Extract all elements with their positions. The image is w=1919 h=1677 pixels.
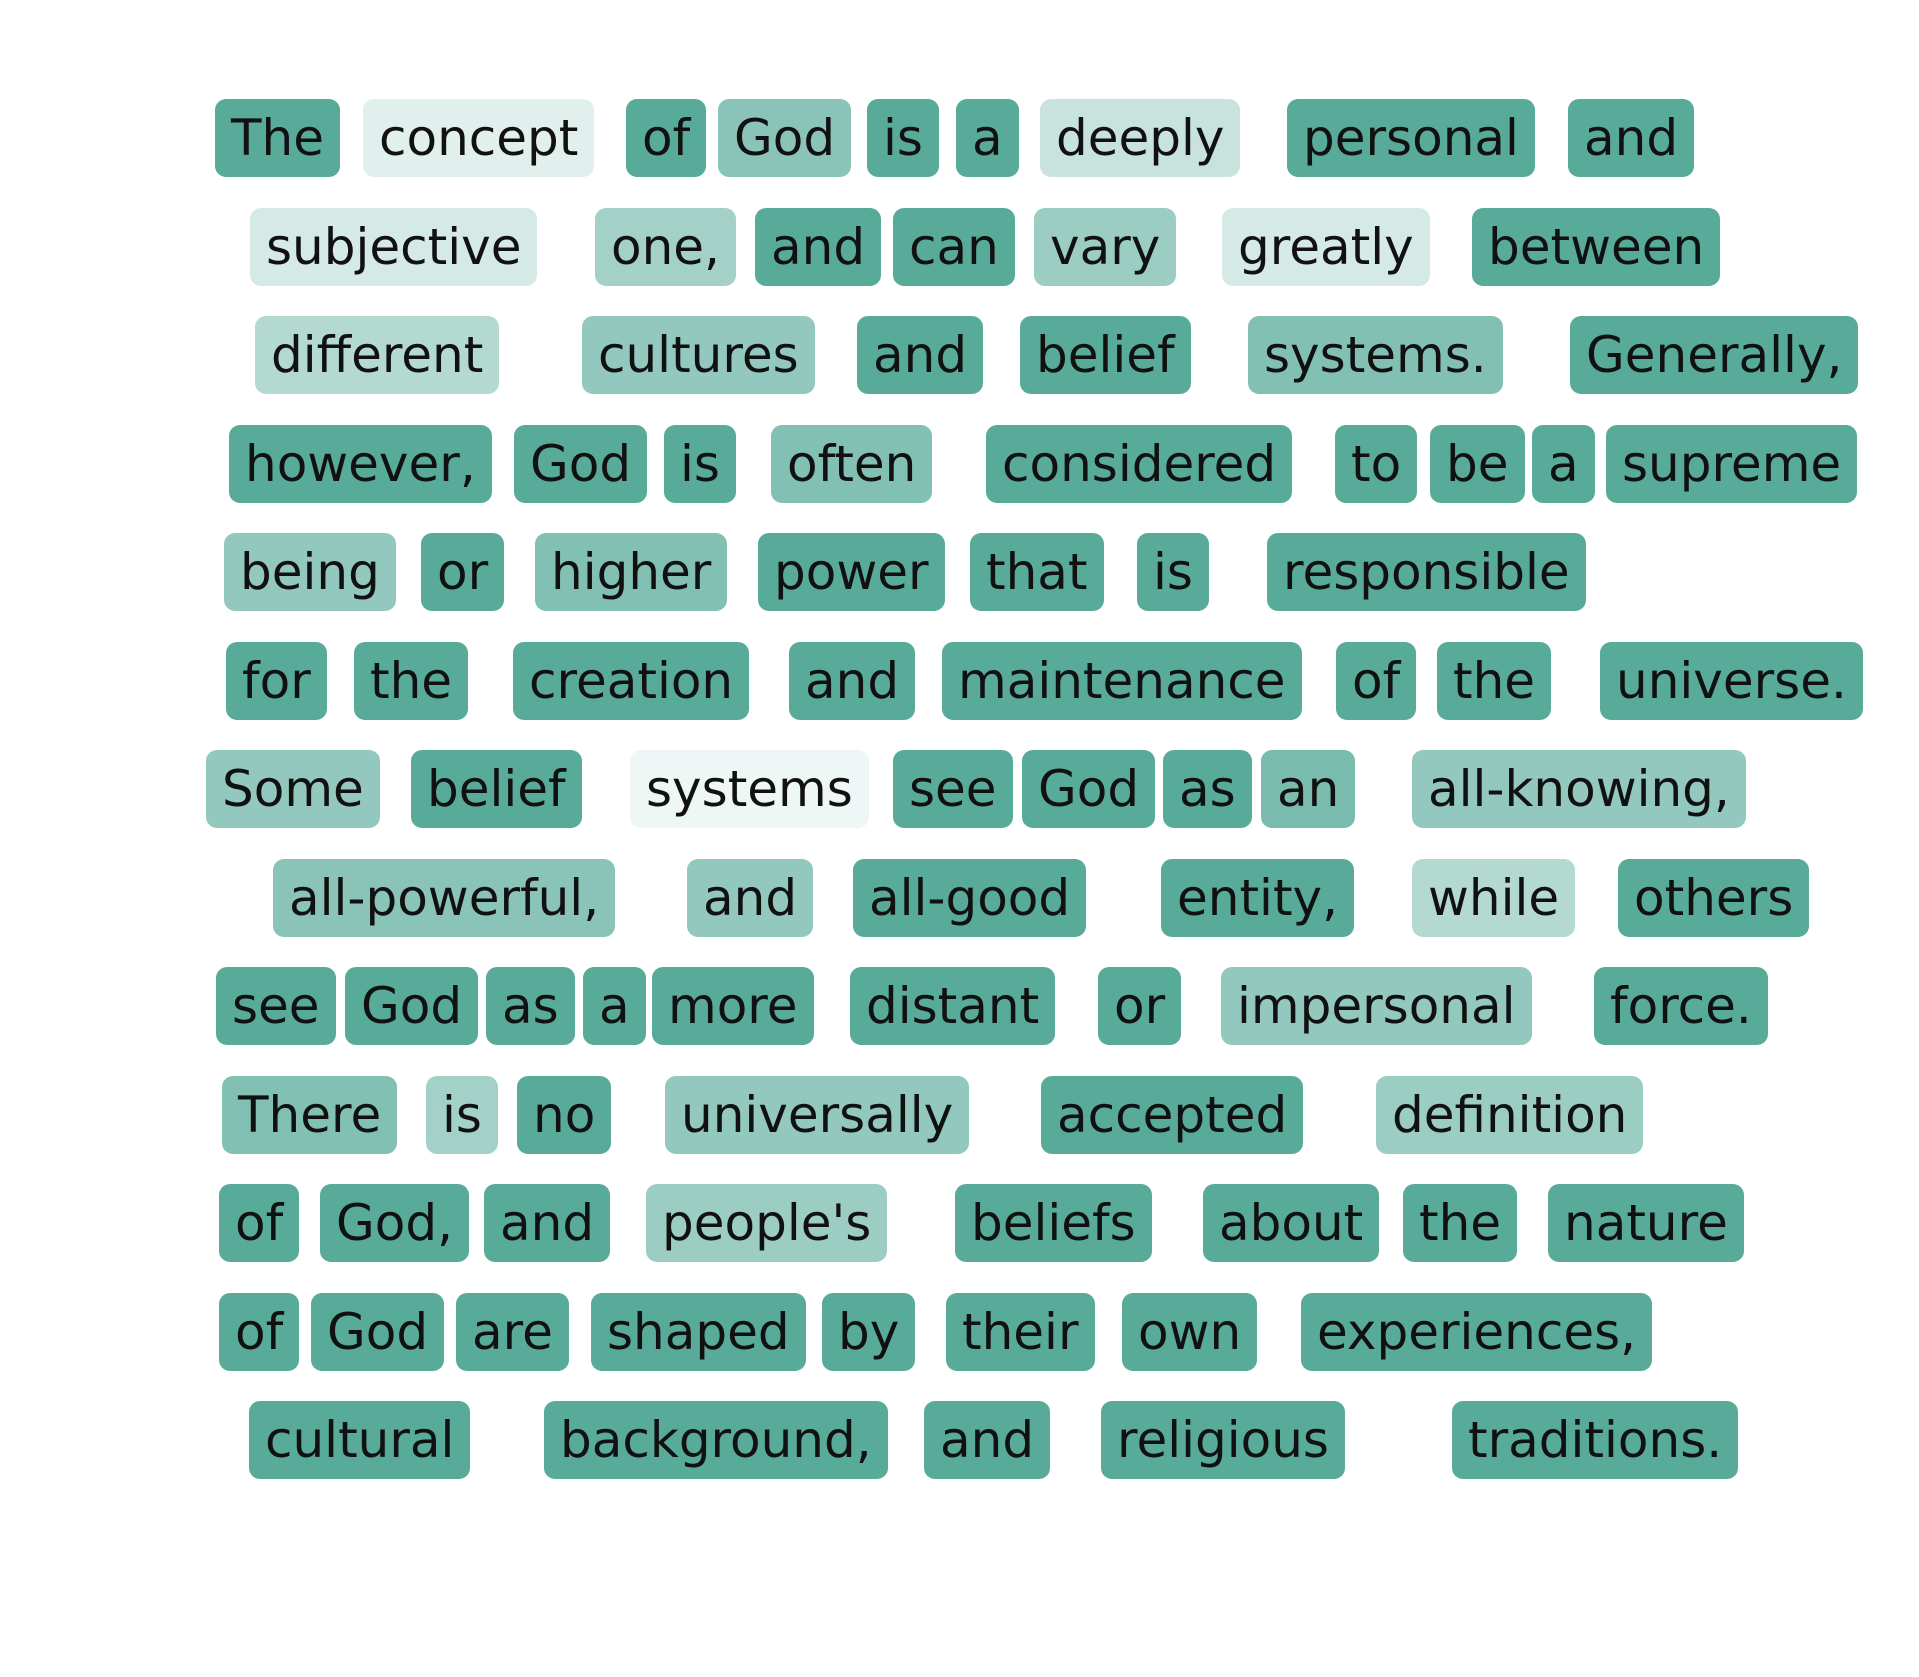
- token-highlight: God,: [320, 1184, 469, 1262]
- token-highlight: while: [1412, 859, 1576, 937]
- token-highlight: between: [1472, 208, 1721, 286]
- token-highlight: see: [893, 750, 1013, 828]
- token-highlight: a: [583, 967, 646, 1045]
- token-highlight: God: [1022, 750, 1156, 828]
- token-highlight: is: [426, 1076, 498, 1154]
- token-highlight: God: [311, 1293, 445, 1371]
- token-highlight: beliefs: [955, 1184, 1152, 1262]
- token-highlight: There: [222, 1076, 398, 1154]
- token-highlight: accepted: [1041, 1076, 1304, 1154]
- token-highlight: a: [956, 99, 1019, 177]
- token-highlight: subjective: [250, 208, 538, 286]
- token-highlight: of: [1336, 642, 1417, 720]
- token-highlight: the: [354, 642, 469, 720]
- token-highlight: personal: [1287, 99, 1535, 177]
- token-highlight: distant: [850, 967, 1056, 1045]
- token-highlight: for: [226, 642, 327, 720]
- token-highlight: all-good: [853, 859, 1087, 937]
- token-highlight: the: [1437, 642, 1552, 720]
- token-highlight: by: [822, 1293, 916, 1371]
- token-highlight: of: [219, 1184, 300, 1262]
- token-highlight: is: [1137, 533, 1209, 611]
- token-highlight: considered: [986, 425, 1293, 503]
- token-highlight: the: [1403, 1184, 1518, 1262]
- token-highlight: and: [924, 1401, 1051, 1479]
- token-highlight: force.: [1594, 967, 1768, 1045]
- token-highlight: of: [219, 1293, 300, 1371]
- token-highlight: different: [255, 316, 500, 394]
- token-highlight: maintenance: [942, 642, 1302, 720]
- token-highlight: impersonal: [1221, 967, 1532, 1045]
- token-highlight: belief: [411, 750, 582, 828]
- token-highlight: and: [857, 316, 984, 394]
- token-highlight: God: [718, 99, 852, 177]
- token-highlight: religious: [1101, 1401, 1345, 1479]
- token-highlight: that: [970, 533, 1104, 611]
- token-highlight: God: [345, 967, 479, 1045]
- token-highlight: shaped: [591, 1293, 806, 1371]
- token-highlight: or: [421, 533, 505, 611]
- token-highlight: as: [486, 967, 575, 1045]
- token-highlight: and: [687, 859, 814, 937]
- token-highlight: supreme: [1606, 425, 1858, 503]
- token-highlight: creation: [513, 642, 750, 720]
- token-highlight: own: [1122, 1293, 1258, 1371]
- token-highlight: is: [867, 99, 939, 177]
- token-highlight: nature: [1548, 1184, 1744, 1262]
- token-highlight: Some: [206, 750, 380, 828]
- token-highlight: responsible: [1267, 533, 1586, 611]
- token-highlight: Generally,: [1570, 316, 1859, 394]
- token-highlight: a: [1532, 425, 1595, 503]
- token-highlight: power: [758, 533, 945, 611]
- token-highlight: vary: [1034, 208, 1177, 286]
- token-highlight: their: [946, 1293, 1095, 1371]
- token-highlight: The: [215, 99, 340, 177]
- token-highlight: and: [789, 642, 916, 720]
- token-highlight: being: [224, 533, 396, 611]
- token-highlight: background,: [544, 1401, 888, 1479]
- token-highlight: can: [893, 208, 1015, 286]
- token-highlight: entity,: [1161, 859, 1355, 937]
- token-highlight: and: [484, 1184, 611, 1262]
- token-highlight: universe.: [1600, 642, 1863, 720]
- token-highlight: as: [1163, 750, 1252, 828]
- token-highlight: be: [1430, 425, 1525, 503]
- token-highlight: see: [216, 967, 336, 1045]
- token-highlight: God: [514, 425, 648, 503]
- token-highlight: about: [1203, 1184, 1380, 1262]
- token-highlight: traditions.: [1452, 1401, 1739, 1479]
- token-highlight: systems.: [1248, 316, 1503, 394]
- token-highlight: no: [517, 1076, 612, 1154]
- token-highlight: greatly: [1222, 208, 1430, 286]
- token-highlight: to: [1335, 425, 1418, 503]
- token-highlight: systems: [630, 750, 869, 828]
- token-highlight: and: [1568, 99, 1695, 177]
- token-highlight: definition: [1376, 1076, 1644, 1154]
- token-highlight: an: [1261, 750, 1356, 828]
- token-highlight: more: [652, 967, 814, 1045]
- token-highlight: one,: [595, 208, 736, 286]
- token-highlight: deeply: [1040, 99, 1241, 177]
- token-highlight: is: [664, 425, 736, 503]
- token-highlight: concept: [363, 99, 595, 177]
- token-highlight: higher: [535, 533, 728, 611]
- token-highlight: and: [755, 208, 882, 286]
- token-highlight: of: [626, 99, 707, 177]
- token-highlight: belief: [1020, 316, 1191, 394]
- token-highlight: often: [771, 425, 933, 503]
- token-highlight: however,: [229, 425, 492, 503]
- token-highlight: people's: [646, 1184, 888, 1262]
- token-highlight: experiences,: [1301, 1293, 1653, 1371]
- token-highlight: all-powerful,: [273, 859, 616, 937]
- token-highlight: are: [456, 1293, 569, 1371]
- token-highlight: cultural: [249, 1401, 471, 1479]
- token-highlight: universally: [665, 1076, 970, 1154]
- token-highlight: or: [1098, 967, 1182, 1045]
- token-highlight: all-knowing,: [1412, 750, 1746, 828]
- token-highlight: cultures: [582, 316, 815, 394]
- token-highlight: others: [1618, 859, 1810, 937]
